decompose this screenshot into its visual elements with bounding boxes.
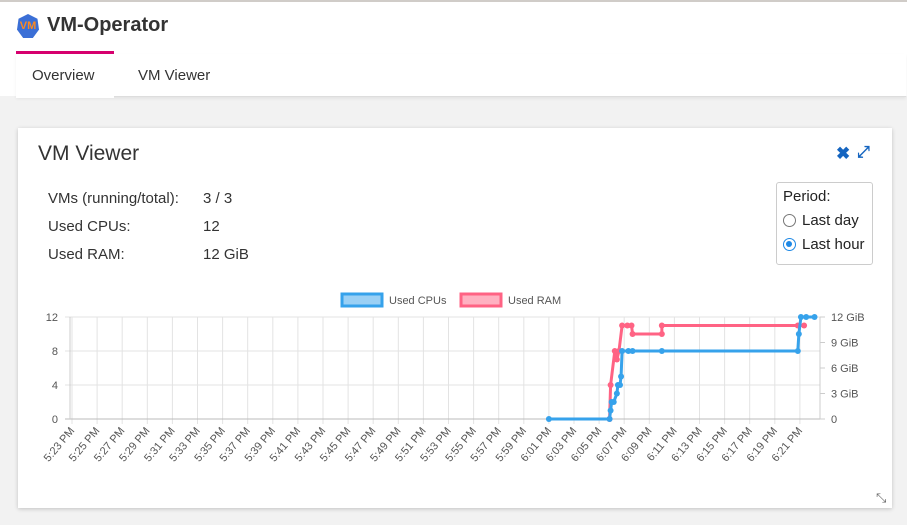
data-point <box>613 356 620 363</box>
legend-swatch <box>340 292 384 308</box>
data-point <box>618 373 625 380</box>
y-right-tick-label: 9 GiB <box>831 338 859 350</box>
data-point <box>619 348 626 354</box>
app-header: VM VM-Operator Overview VM Viewer <box>0 0 907 98</box>
vm-operator-logo: VM <box>17 14 39 38</box>
data-point <box>658 331 665 337</box>
period-selector: Period: Last day Last hour <box>776 182 873 265</box>
cpus-value: 12 <box>203 218 220 235</box>
data-point <box>811 314 818 320</box>
data-point <box>619 322 626 329</box>
data-point <box>625 348 632 354</box>
tab-overview[interactable]: Overview <box>32 67 95 84</box>
cpus-label: Used CPUs: <box>48 218 131 235</box>
data-point <box>795 331 802 337</box>
data-point <box>658 348 665 354</box>
option-label: Last hour <box>802 236 865 253</box>
app-title: VM-Operator <box>47 14 169 36</box>
data-point <box>794 348 801 354</box>
active-tab-indicator <box>16 51 114 54</box>
legend-label: Used CPUs <box>389 295 447 307</box>
legend-label: Used RAM <box>508 295 561 307</box>
data-point <box>613 390 620 397</box>
y-right-tick-label: 0 <box>831 414 837 426</box>
data-point <box>617 382 624 388</box>
data-point <box>610 399 617 405</box>
data-point <box>797 314 804 320</box>
vms-value: 3 / 3 <box>203 190 233 207</box>
data-point <box>629 331 636 337</box>
data-point <box>607 382 614 388</box>
y-right-tick-label: 3 GiB <box>831 389 859 401</box>
period-option-last-hour[interactable]: Last hour <box>783 236 866 253</box>
tab-bar <box>16 54 906 97</box>
y-left-tick-label: 4 <box>52 380 58 392</box>
data-point <box>801 322 808 329</box>
data-point <box>629 348 636 354</box>
radio-button-selected[interactable] <box>783 238 796 251</box>
data-point <box>658 322 665 329</box>
expand-icon[interactable]: ⤢ <box>857 144 870 161</box>
data-point <box>607 407 614 414</box>
ram-label: Used RAM: <box>48 246 125 263</box>
y-right-tick-label: 12 GiB <box>831 312 865 324</box>
data-point <box>545 416 552 422</box>
data-point <box>606 416 613 422</box>
ram-value: 12 GiB <box>203 246 249 263</box>
card-title: VM Viewer <box>38 142 140 165</box>
vms-label: VMs (running/total): <box>48 190 179 207</box>
period-label: Period: <box>783 188 831 205</box>
radio-button[interactable] <box>783 214 796 227</box>
period-option-last-day[interactable]: Last day <box>783 212 866 229</box>
legend-swatch <box>459 292 503 308</box>
data-point <box>611 348 618 354</box>
close-icon[interactable]: ✖ <box>836 144 851 163</box>
y-left-tick-label: 12 <box>46 312 58 324</box>
vm-viewer-card: VM Viewer ✖ ⤢ VMs (running/total): 3 / 3… <box>18 128 892 508</box>
resize-icon[interactable]: ⤡ <box>876 490 887 505</box>
y-left-tick-label: 0 <box>52 414 58 426</box>
option-label: Last day <box>802 212 859 229</box>
data-point <box>628 322 635 329</box>
y-right-tick-label: 6 GiB <box>831 363 859 375</box>
data-point <box>803 314 810 320</box>
y-left-tick-label: 8 <box>52 346 58 358</box>
tab-active-background <box>16 54 114 98</box>
tab-vm-viewer[interactable]: VM Viewer <box>138 67 211 84</box>
data-point <box>624 322 631 329</box>
